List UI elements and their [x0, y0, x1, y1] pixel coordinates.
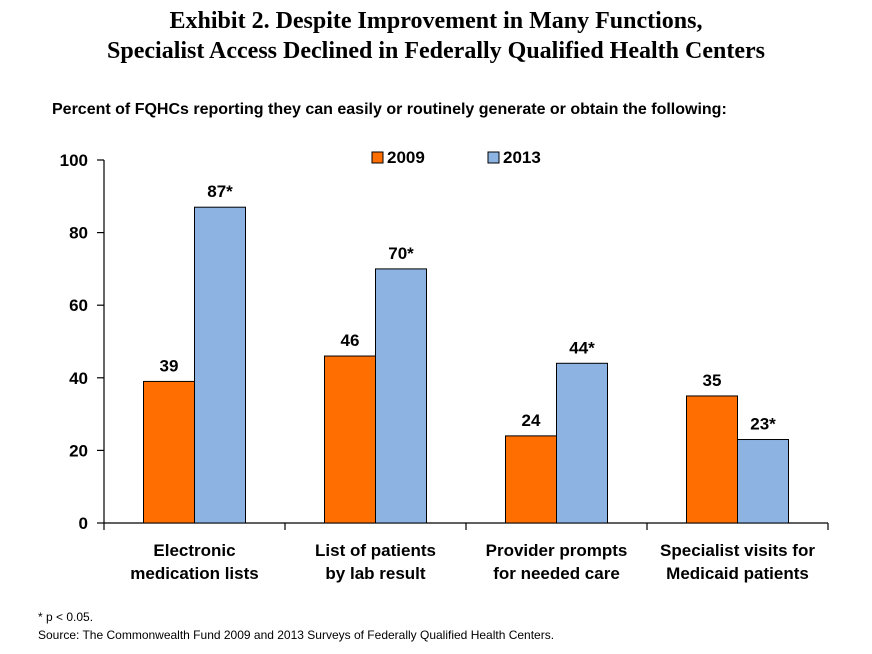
- y-tick-label: 60: [69, 296, 88, 315]
- bar-2013-3: [556, 362, 608, 524]
- data-label-2009-4: 35: [703, 371, 722, 390]
- legend-label-2009: 2009: [387, 148, 425, 167]
- bar-2009-3: [505, 435, 557, 524]
- data-label-2013-1: 87*: [207, 182, 233, 201]
- source-note: Source: The Commonwealth Fund 2009 and 2…: [38, 628, 555, 642]
- data-label-2009-2: 46: [341, 331, 360, 350]
- bar-2009-2: [324, 355, 376, 524]
- bar-2013-2: [375, 268, 427, 524]
- y-tick-label: 40: [69, 369, 88, 388]
- legend-swatch-2013: [487, 151, 500, 164]
- data-label-2013-3: 44*: [569, 338, 595, 357]
- category-label: Medicaid patients: [666, 564, 809, 583]
- chart-title-line-1: Exhibit 2. Despite Improvement in Many F…: [169, 8, 703, 34]
- data-label-2013-4: 23*: [750, 415, 776, 434]
- chart-title: Exhibit 2. Despite Improvement in Many F…: [0, 6, 872, 66]
- legend-label-2013: 2013: [503, 148, 541, 167]
- y-tick-label: 20: [69, 441, 88, 460]
- data-label-2009-1: 39: [160, 356, 179, 375]
- category-label: Specialist visits for: [660, 541, 815, 560]
- y-tick-label: 0: [79, 514, 88, 533]
- legend-swatch-2009: [371, 151, 384, 164]
- bar-2009-1: [143, 380, 195, 524]
- bar-2013-4: [737, 439, 789, 524]
- category-label: Provider prompts: [486, 541, 628, 560]
- category-label: by lab result: [325, 564, 425, 583]
- chart-title-line-2: Specialist Access Declined in Federally …: [107, 38, 765, 64]
- data-label-2009-3: 24: [522, 411, 541, 430]
- category-label: for needed care: [493, 564, 620, 583]
- category-label: Electronic: [153, 541, 235, 560]
- category-label: List of patients: [315, 541, 436, 560]
- y-tick-label: 80: [69, 224, 88, 243]
- footnote: * p < 0.05.: [38, 610, 94, 624]
- bar-2013-1: [194, 206, 246, 524]
- category-label: medication lists: [130, 564, 258, 583]
- chart-subtitle: Percent of FQHCs reporting they can easi…: [52, 101, 727, 118]
- y-tick-label: 100: [60, 151, 88, 170]
- data-label-2013-2: 70*: [388, 244, 414, 263]
- bar-2009-4: [686, 395, 738, 524]
